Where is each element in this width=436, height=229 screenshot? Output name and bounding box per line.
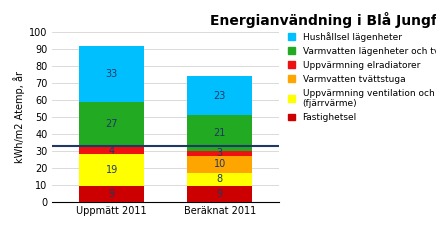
Text: 9: 9: [217, 189, 223, 199]
Text: 21: 21: [214, 128, 226, 138]
Y-axis label: kWh/m2 Atemp, år: kWh/m2 Atemp, år: [13, 71, 25, 163]
Legend: Hushållsel lägenheter, Varmvatten lägenheter och tvättstuga, Uppvärmning elradia: Hushållsel lägenheter, Varmvatten lägenh…: [288, 32, 436, 122]
Bar: [79, 186, 144, 202]
Bar: [187, 151, 252, 156]
Text: 23: 23: [214, 91, 226, 101]
Text: 33: 33: [106, 68, 118, 79]
Bar: [79, 46, 144, 101]
Bar: [79, 147, 144, 154]
Text: 27: 27: [106, 119, 118, 129]
Title: Energianvändning i Blå Jungfrun 2011: Energianvändning i Blå Jungfrun 2011: [210, 12, 436, 28]
Text: 4: 4: [109, 146, 115, 156]
Bar: [187, 156, 252, 173]
Bar: [79, 154, 144, 186]
Bar: [187, 76, 252, 115]
Bar: [187, 186, 252, 202]
Bar: [187, 115, 252, 151]
Text: 10: 10: [214, 159, 226, 169]
Text: 9: 9: [109, 189, 115, 199]
Bar: [187, 173, 252, 186]
Text: 19: 19: [106, 165, 118, 175]
Text: 8: 8: [217, 174, 223, 185]
Bar: [79, 101, 144, 147]
Text: 3: 3: [217, 148, 223, 158]
